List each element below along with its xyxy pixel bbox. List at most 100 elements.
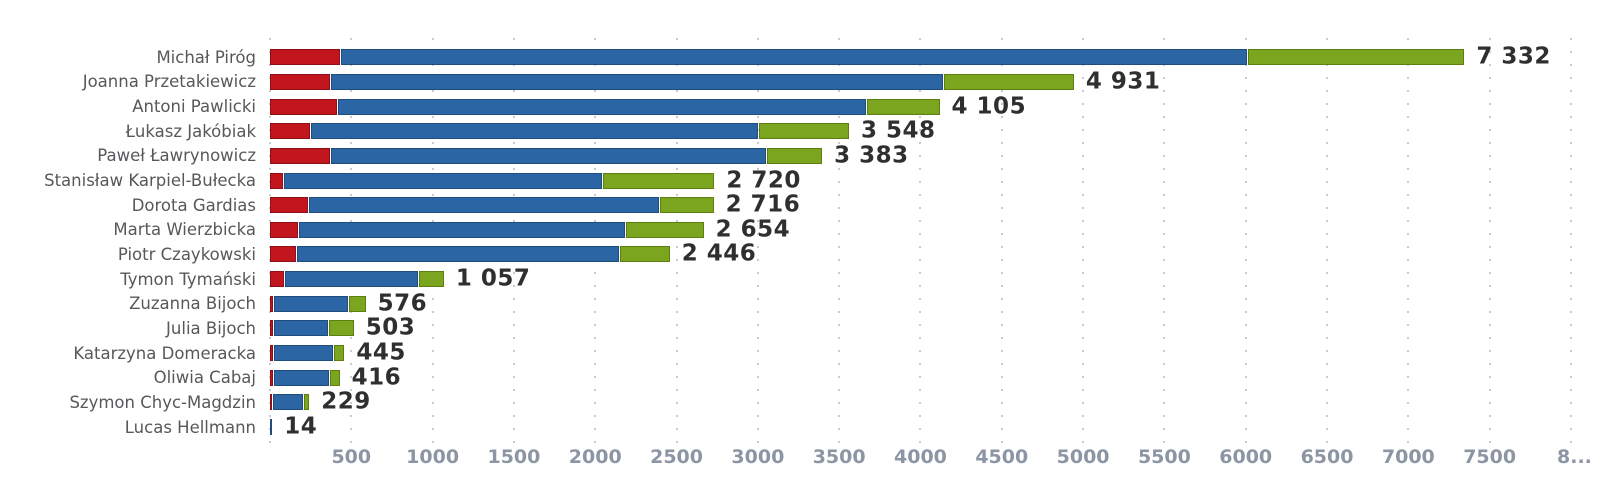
stacked-bar: [270, 123, 849, 140]
bar-row: Dorota Gardias 2 716: [0, 191, 1600, 218]
gridline-4000: [919, 38, 922, 444]
red-segment: [270, 197, 309, 214]
gridline-4500: [1000, 38, 1003, 444]
category-label: Tymon Tymański: [120, 269, 256, 289]
bar-row: Katarzyna Domeracka 445: [0, 339, 1600, 366]
green-segment: [330, 369, 340, 386]
bar-row: Piotr Czaykowski 2 446: [0, 241, 1600, 267]
green-segment: [660, 197, 714, 214]
total-value-label: 3 383: [834, 142, 909, 169]
green-segment: [349, 295, 366, 312]
x-tick-label: 1000: [406, 446, 460, 468]
gridline-3500: [838, 38, 841, 444]
blue-segment: [284, 271, 419, 288]
category-label: Joanna Przetakiewicz: [82, 72, 256, 92]
green-segment: [603, 172, 715, 189]
red-segment: [270, 246, 297, 263]
x-tick-label: 8...: [1557, 446, 1592, 468]
category-label: Paweł Ławrynowicz: [97, 146, 256, 166]
category-label: Lucas Hellmann: [124, 417, 256, 437]
total-value-label: 2 716: [725, 191, 801, 218]
x-tick-label: 4500: [975, 446, 1029, 468]
red-segment: [270, 172, 283, 189]
x-tick-label: 7000: [1381, 446, 1435, 468]
bar-row: Szymon Chyc-Magdzin 229: [0, 388, 1600, 415]
stacked-bar: [270, 271, 444, 288]
stacked-bar: [270, 419, 273, 436]
bar-row: Stanisław Karpiel-Bułecka 2 720: [0, 166, 1600, 193]
x-tick-label: 5000: [1056, 446, 1110, 468]
gridline-500: [350, 38, 353, 444]
total-value-label: 1 057: [455, 265, 531, 292]
red-segment: [270, 123, 310, 140]
blue-segment: [340, 49, 1247, 66]
blue-segment: [270, 419, 273, 436]
category-label: Dorota Gardias: [131, 195, 256, 215]
red-segment: [270, 345, 274, 362]
green-segment: [867, 98, 940, 115]
blue-segment: [310, 123, 759, 140]
red-segment: [270, 221, 298, 238]
gridline-1500: [512, 38, 515, 444]
total-value-label: 229: [321, 388, 371, 415]
red-segment: [270, 98, 338, 115]
x-tick-label: 3500: [812, 446, 866, 468]
blue-segment: [330, 147, 767, 164]
stacked-bar: [270, 221, 704, 238]
gridline-1000: [431, 38, 434, 444]
bar-row: Marta Wierzbicka 2 654: [0, 216, 1600, 243]
x-tick-label: 5500: [1137, 446, 1191, 468]
gridline-2500: [675, 38, 678, 444]
red-segment: [270, 49, 340, 66]
gridline-5000: [1082, 38, 1085, 444]
x-tick-label: 1500: [487, 446, 541, 468]
total-value-label: 3 548: [860, 117, 936, 144]
blue-segment: [274, 320, 328, 337]
green-segment: [626, 221, 704, 238]
gridline-0: [269, 38, 271, 444]
bar-row: Julia Bijoch 503: [0, 314, 1600, 341]
total-value-label: 2 720: [726, 166, 801, 193]
total-value-label: 503: [365, 314, 416, 341]
red-segment: [270, 73, 331, 90]
stacked-bar: [270, 345, 345, 362]
stacked-bar: [270, 147, 823, 164]
total-value-label: 7 332: [1476, 43, 1551, 70]
category-label: Michał Piróg: [156, 47, 256, 67]
green-segment: [419, 271, 444, 288]
total-value-label: 416: [351, 364, 402, 391]
bar-row: Michał Piróg 7 332: [0, 43, 1600, 70]
gridline-6500: [1326, 38, 1329, 444]
x-tick-label: 7500: [1463, 446, 1517, 468]
category-label: Szymon Chyc-Magdzin: [69, 392, 256, 412]
stacked-bar: [270, 172, 715, 189]
bar-row: Paweł Ławrynowicz 3 383: [0, 142, 1600, 169]
bar-row: Tymon Tymański 1 057: [0, 265, 1600, 292]
red-segment: [270, 320, 274, 337]
x-tick-label: 3000: [731, 446, 785, 468]
red-segment: [270, 147, 330, 164]
total-value-label: 445: [356, 339, 406, 366]
total-value-label: 2 654: [715, 216, 791, 243]
gridline-3000: [756, 38, 759, 444]
stacked-bar: [270, 369, 340, 386]
x-tick-label: 6000: [1219, 446, 1273, 468]
red-segment: [270, 369, 274, 386]
category-label: Stanisław Karpiel-Bułecka: [44, 171, 256, 190]
bar-row: Oliwia Cabaj 416: [0, 364, 1600, 391]
red-segment: [270, 295, 274, 312]
gridline-7000: [1407, 38, 1410, 444]
blue-segment: [274, 369, 330, 386]
stacked-bar: [270, 98, 940, 115]
green-segment: [943, 73, 1074, 90]
stacked-bar: [270, 73, 1074, 90]
stacked-bar: [270, 320, 354, 337]
total-value-label: 4 931: [1085, 68, 1161, 95]
green-segment: [1247, 49, 1465, 66]
category-label: Zuzanna Bijoch: [129, 294, 256, 314]
gridline-2000: [594, 38, 597, 444]
blue-segment: [309, 197, 660, 214]
x-tick-label: 2500: [650, 446, 703, 468]
gridline-6000: [1244, 38, 1247, 444]
